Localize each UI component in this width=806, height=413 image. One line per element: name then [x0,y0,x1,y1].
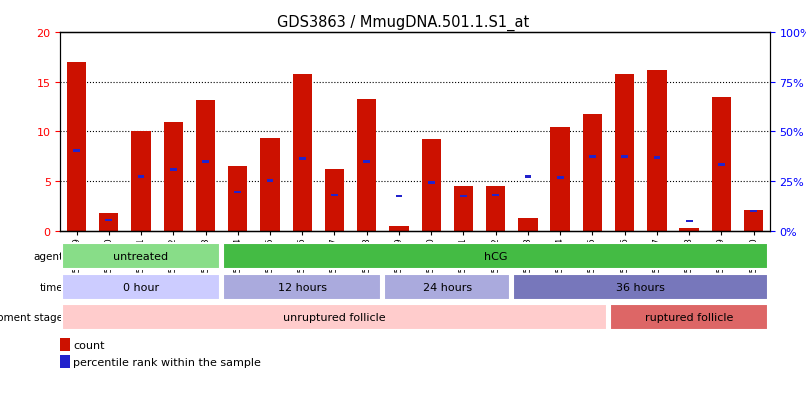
Bar [67,63,86,231]
Bar [62,243,220,270]
Bar [364,161,370,163]
Bar [138,176,144,178]
Bar [293,75,312,231]
Bar [610,304,768,331]
Text: 24 hours: 24 hours [423,282,472,292]
Bar [331,194,338,197]
Bar [492,194,499,197]
Text: 36 hours: 36 hours [617,282,665,292]
Bar [396,195,402,198]
Bar [422,140,441,231]
Text: agent: agent [33,252,63,261]
Bar [654,157,660,159]
Bar [679,228,699,231]
Bar [615,75,634,231]
Bar [223,243,768,270]
Text: 0 hour: 0 hour [123,282,159,292]
Bar [228,167,247,231]
Bar [550,127,570,231]
Text: untreated: untreated [114,252,168,261]
Text: time: time [39,282,63,292]
Text: ruptured follicle: ruptured follicle [645,313,733,323]
Bar [235,191,241,194]
Text: hCG: hCG [484,252,508,261]
Bar [60,338,70,351]
Bar [583,114,602,231]
Bar [389,226,409,231]
Bar [718,164,725,166]
Bar [454,187,473,231]
Bar [428,181,434,184]
Bar [621,156,628,158]
Bar [357,100,376,231]
Bar [325,170,344,231]
Bar [712,97,731,231]
Text: percentile rank within the sample: percentile rank within the sample [73,357,261,367]
Bar [460,195,467,198]
Text: unruptured follicle: unruptured follicle [283,313,386,323]
Text: 12 hours: 12 hours [278,282,326,292]
Bar [170,169,177,171]
Bar [513,274,768,300]
Bar [73,150,80,152]
Bar [106,219,112,222]
Text: GDS3863 / MmugDNA.501.1.S1_at: GDS3863 / MmugDNA.501.1.S1_at [277,14,529,31]
Bar [686,220,692,223]
Bar [196,100,215,231]
Bar [647,71,667,231]
Bar [267,179,273,182]
Text: count: count [73,340,105,350]
Bar [260,139,280,231]
Text: development stage: development stage [0,313,63,323]
Bar [557,176,563,179]
Bar [131,132,151,231]
Bar [223,274,381,300]
Bar [99,214,118,231]
Bar [525,176,531,178]
Bar [299,157,305,160]
Bar [518,218,538,231]
Bar [202,161,209,163]
Bar [60,355,70,368]
Bar [750,210,757,213]
Bar [384,274,510,300]
Bar [486,187,505,231]
Bar [589,156,596,158]
Bar [164,122,183,231]
Bar [62,304,607,331]
Bar [744,211,763,231]
Bar [62,274,220,300]
